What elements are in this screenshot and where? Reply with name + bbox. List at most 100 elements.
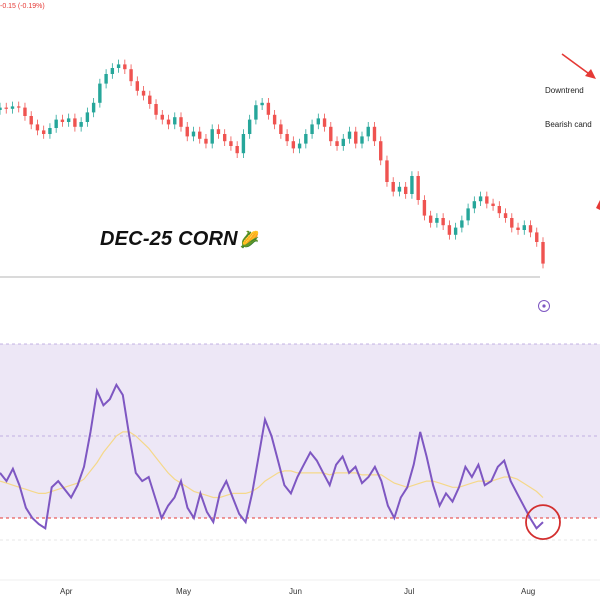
candle-body [535,232,539,242]
candle-body [91,102,96,113]
candle-body [73,118,77,127]
month-label-jul: Jul [404,587,415,596]
candle-body [397,186,402,192]
candle-body [441,218,445,226]
candle-body [360,136,364,144]
candle-body [222,134,227,142]
price-change-readout: -0.15 (-0.19%) [0,3,45,10]
month-label-aug: Aug [521,587,536,596]
candle-body [60,119,65,122]
candle-body [129,69,133,82]
edge-arrow-icon [596,200,600,210]
symbol-title-text: DEC-25 CORN [100,228,238,250]
candle-body [0,107,2,110]
candle-body [304,134,308,144]
candle-body [322,118,327,127]
bearish-candle-label: Bearish cand [545,120,592,129]
candle-body [198,131,202,139]
candle-body [241,134,246,154]
candle-body [485,196,489,204]
candle-body [210,129,214,144]
candle-body [528,225,533,233]
candle-body [185,126,189,137]
month-label-may: May [176,587,192,596]
decorations-group [0,53,600,581]
candle-body [297,143,302,149]
candle-body [179,117,183,127]
candle-body [422,200,427,216]
downtrend-arrow-icon [561,53,593,77]
month-label-apr: Apr [60,587,73,596]
candle-body [173,117,177,125]
candle-body [191,131,196,137]
candle-body [285,134,289,142]
candle-body [354,131,358,144]
candle-body [316,118,321,125]
candle-body [310,124,314,134]
candle-body [391,182,395,192]
candle-body [416,176,420,200]
candle-body [23,107,27,116]
candle-body [110,68,115,74]
candle-body [472,201,477,209]
candle-body [123,64,127,70]
candle-body [166,119,171,125]
rsi-band [0,344,600,518]
candle-body [379,141,383,161]
candle-body [329,126,333,142]
candle-body [516,227,520,230]
oversold-highlight-circle [525,504,561,540]
candle-body [510,218,514,228]
candle-body [478,196,483,202]
alert-marker-dot [542,304,546,308]
candle-body [279,124,283,134]
candle-body [497,206,502,214]
candle-body [366,126,370,137]
candle-body [85,112,90,122]
candle-body [148,95,152,104]
candle-body [235,146,239,154]
downtrend-label: Downtrend [545,86,584,95]
candle-body [410,176,414,194]
candle-body [247,119,252,134]
candle-body [260,102,264,106]
candle-body [29,116,33,125]
candle-body [341,138,345,146]
candle-body [141,90,146,96]
downtrend-arrow-head-icon [585,69,596,79]
candle-body [503,213,508,218]
candle-body [66,118,71,122]
candle-body [54,119,58,128]
month-label-jun: Jun [289,587,302,596]
candle-body [4,107,8,109]
candle-body [229,141,233,146]
candle-body [41,130,46,134]
candle-body [216,129,221,134]
corn-icon: 🌽 [239,230,260,249]
candle-body [160,114,164,120]
candle-body [272,114,277,125]
candle-body [98,83,102,103]
candle-body [104,74,108,84]
candle-body [460,220,464,228]
candles-group [0,59,545,269]
candle-body [35,124,40,131]
candle-body [428,215,433,223]
candle-body [135,81,140,91]
candle-body [204,138,208,144]
candle-body [347,131,352,139]
candle-body [403,186,408,194]
candle-body [10,106,15,109]
alert-marker-icon [538,300,550,312]
candle-body [522,225,526,230]
candle-body [335,141,339,146]
candle-body [447,225,452,235]
candle-body [541,242,545,264]
rsi-ma-line [0,431,544,499]
candle-body [154,104,158,115]
candle-body [491,203,495,206]
candle-body [79,122,83,127]
candle-body [291,141,296,149]
candle-body [453,227,458,235]
